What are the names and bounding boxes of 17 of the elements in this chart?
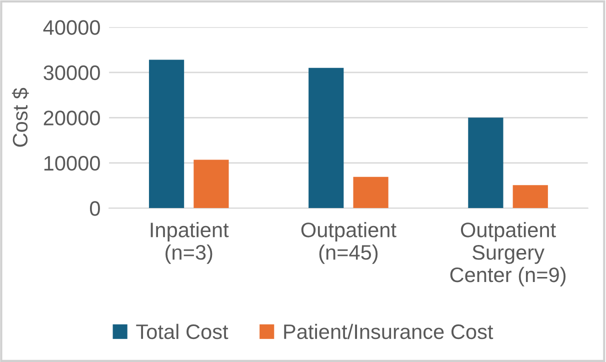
x-tick-label: Outpatient (n=45) [301,222,396,264]
x-tick-label: Outpatient Surgery Center (n=9) [450,222,566,286]
legend-label: Patient/Insurance Cost [284,324,494,340]
x-tick-label: Inpatient (n=3) [150,222,229,264]
y-axis-title: Cost $ [12,88,29,147]
bar [512,185,548,208]
bar [308,68,344,208]
y-tick-label: 10000 [44,156,100,171]
legend-label: Total Cost [136,324,228,340]
y-tick-label: 0 [90,201,100,216]
bar [353,176,388,208]
bar [148,60,184,208]
y-tick-label: 20000 [44,110,100,126]
y-tick-label: 40000 [43,20,100,35]
y-tick-label: 30000 [44,65,100,80]
bar [468,118,504,208]
bar [194,160,229,208]
